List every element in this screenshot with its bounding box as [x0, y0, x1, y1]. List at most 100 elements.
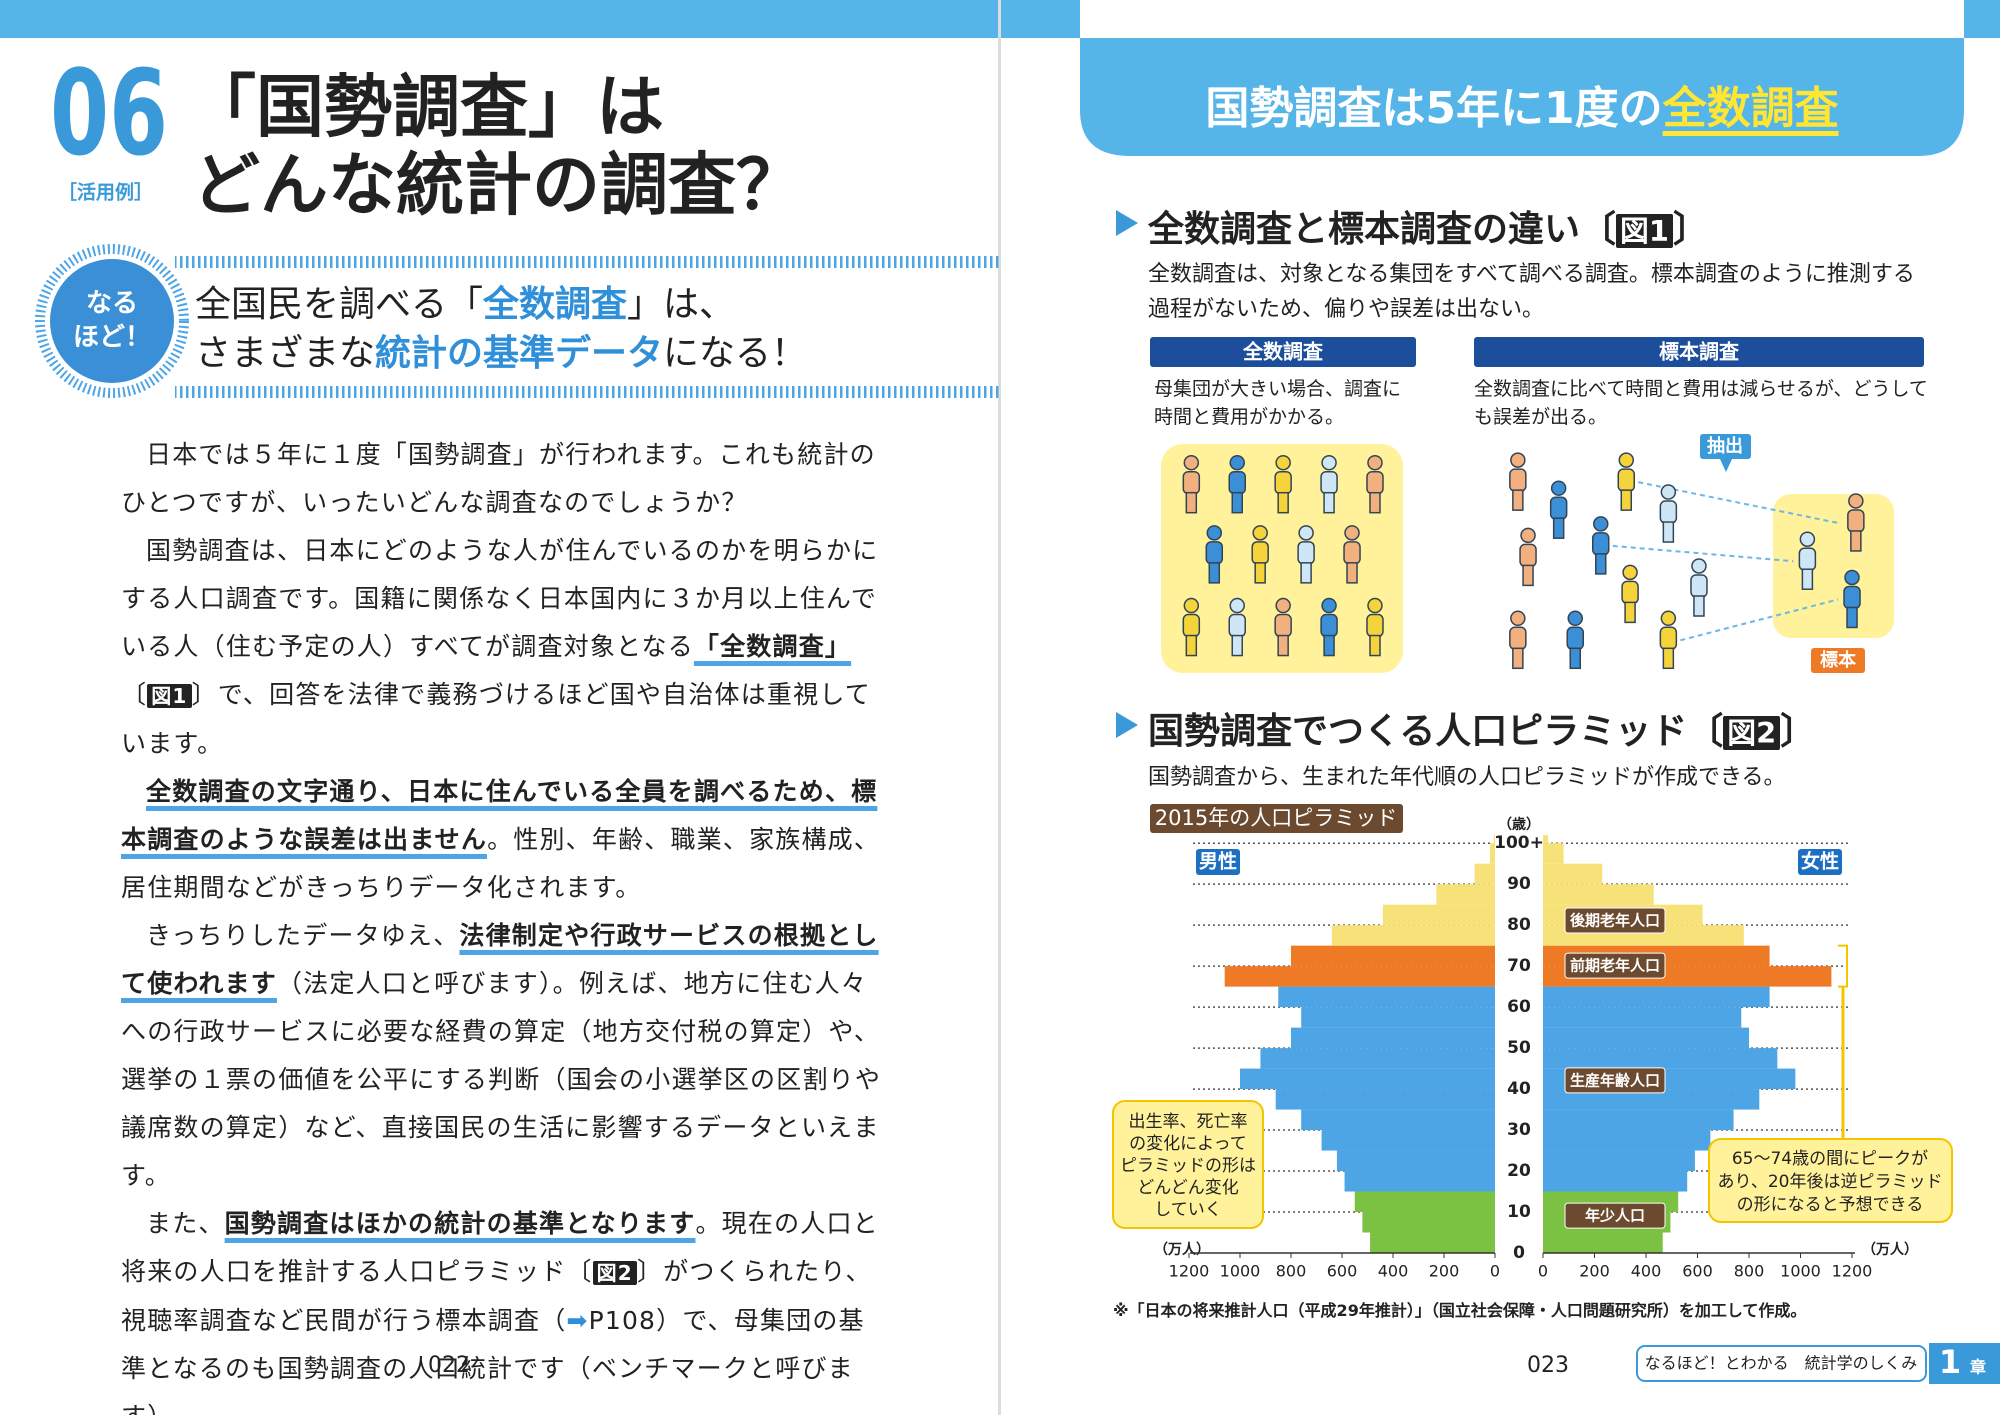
body: 日本では５年に１度「国勢調査」が行われます。これも統計のひとつですが、いったいど…: [121, 431, 883, 1415]
text-run: きっちりしたデータゆえ、: [146, 921, 460, 950]
person-legs: [1254, 562, 1266, 584]
person-body: [1509, 626, 1527, 651]
person-body: [1274, 613, 1292, 638]
male-bar: [1224, 966, 1495, 987]
footer-box: [1636, 1345, 1927, 1382]
group-tag: [1564, 1067, 1666, 1094]
top-bar: [0, 0, 999, 38]
header-title: 国勢調査は5年に1度の全数調査: [1080, 72, 1964, 136]
person-body: [1621, 580, 1639, 605]
person-legs: [1323, 491, 1335, 514]
text-run: 「全数調査」: [693, 632, 852, 661]
male-bar: [1370, 1232, 1495, 1253]
male-bar: [1474, 863, 1495, 885]
label: 標本調査: [1659, 340, 1739, 364]
person-head: [1321, 597, 1337, 614]
person-legs: [1369, 491, 1381, 514]
header-box: [1080, 38, 1964, 156]
person-legs: [1185, 491, 1198, 514]
male-bar: [1493, 835, 1495, 844]
text-run: 〔: [121, 680, 148, 709]
person-legs: [1512, 647, 1524, 670]
person-head: [1206, 525, 1223, 541]
text-run: P108）で、母集団の基準となるのも国勢調査の人口統計です（ベンチマークと呼びま…: [121, 1306, 865, 1415]
person-legs: [1208, 562, 1221, 584]
tag: [1150, 804, 1403, 833]
stripe: [175, 386, 999, 398]
person-head: [1367, 597, 1383, 614]
y-tick-label: 80: [1507, 915, 1531, 935]
person-body: [1592, 532, 1610, 556]
male-bar: [1382, 904, 1495, 926]
group-label: 後期老年人口: [1569, 912, 1660, 930]
male-bar: [1436, 884, 1495, 905]
y-tick-label: 10: [1507, 1202, 1531, 1222]
male-bar: [1275, 1089, 1495, 1110]
group-tag: [1564, 952, 1666, 979]
text-run: 法律制定や行政サービスの根拠として使われます: [121, 921, 879, 998]
column-text: 全数調査に比べて時間と費用は減らせるが、どうしても誤差が出る。: [1474, 378, 1928, 428]
x-tick-label: 0: [1538, 1262, 1548, 1281]
text-run: 日本では５年に１度「国勢調査」が行われます。これも統計のひとつですが、いったいど…: [121, 440, 876, 517]
person-head: [1660, 484, 1677, 500]
person-head: [1660, 610, 1677, 627]
person-head: [1844, 569, 1860, 586]
text-run: 統計の基準データ: [375, 333, 664, 374]
person-body: [1566, 626, 1584, 651]
person-legs: [1185, 634, 1198, 657]
male-bar: [1291, 945, 1495, 967]
person-head: [1252, 525, 1268, 541]
group-label: 年少人口: [1585, 1207, 1645, 1225]
axis-unit: （万人）: [1154, 1241, 1210, 1258]
title: 「国勢調査」は: [188, 69, 664, 148]
person-body: [1617, 468, 1636, 492]
chapter-suffix: 章: [1970, 1358, 1986, 1377]
person-head: [1622, 564, 1638, 581]
text-run: 〔: [1687, 711, 1724, 752]
section-heading: 全数調査と標本調査の違い〔 図1 〕: [1148, 200, 1709, 252]
axis-unit: （万人）: [1862, 1241, 1918, 1258]
text-run: 〔: [1580, 209, 1617, 250]
y-tick-label: 60: [1507, 997, 1531, 1017]
x-tick-label: 200: [1429, 1262, 1460, 1281]
text-run: 。性別、年齢、職業、家族構成、居住期間などがきっちりデータ化されます。: [121, 825, 881, 902]
extract-arrow: [1638, 481, 1839, 524]
person-body: [1798, 547, 1817, 571]
description: 全数調査は、対象となる集団をすべて調べる調査。標本調査のように推測する過程がない…: [1148, 262, 1915, 322]
x-tick-label: 800: [1734, 1262, 1765, 1281]
text-run: 国勢調査は、日本にどのような人が住んでいるのかを明らかにする人口調査です。国籍に…: [121, 536, 879, 661]
label: 全数調査: [1242, 340, 1323, 364]
person-body: [1659, 500, 1678, 524]
badge: [50, 259, 174, 383]
person-head: [1229, 454, 1245, 471]
x-tick-label: 1200: [1832, 1262, 1873, 1281]
male-bar: [1354, 1191, 1495, 1213]
title: どんな統計の調査？: [192, 147, 804, 226]
paragraph: きっちりしたデータゆえ、法律制定や行政サービスの根拠として使われます（法定人口と…: [121, 912, 883, 1200]
person-head: [1520, 527, 1536, 544]
group-label: 前期老年人口: [1570, 957, 1660, 975]
person-body: [1690, 574, 1708, 598]
person-legs: [1369, 634, 1381, 657]
person-body: [1205, 541, 1224, 565]
person-body: [1274, 470, 1292, 495]
group-tag: [1564, 907, 1666, 934]
footnote: ※「日本の将来推計人口（平成29年推計）」（国立社会保障・人口問題研究所）を加工…: [1113, 1301, 1807, 1320]
paragraph: また、国勢調査はほかの統計の基準となります。現在の人口と将来の人口を推計する人口…: [121, 1200, 883, 1415]
text-run: 図1: [147, 684, 192, 708]
person-head: [1275, 454, 1291, 471]
person-body: [1228, 470, 1246, 495]
text-run: になる！: [663, 333, 808, 374]
text-run: さまざまな: [195, 333, 376, 374]
text-run: 全数調査: [483, 284, 628, 325]
x-tick-label: 0: [1490, 1262, 1500, 1281]
person-body: [1182, 613, 1201, 638]
stripe: [175, 256, 999, 268]
person-legs: [1569, 647, 1581, 670]
tag: [1811, 648, 1865, 673]
female-bar: [1543, 835, 1549, 844]
text-run: ➡: [566, 1306, 589, 1335]
label-bar: [1150, 337, 1416, 367]
